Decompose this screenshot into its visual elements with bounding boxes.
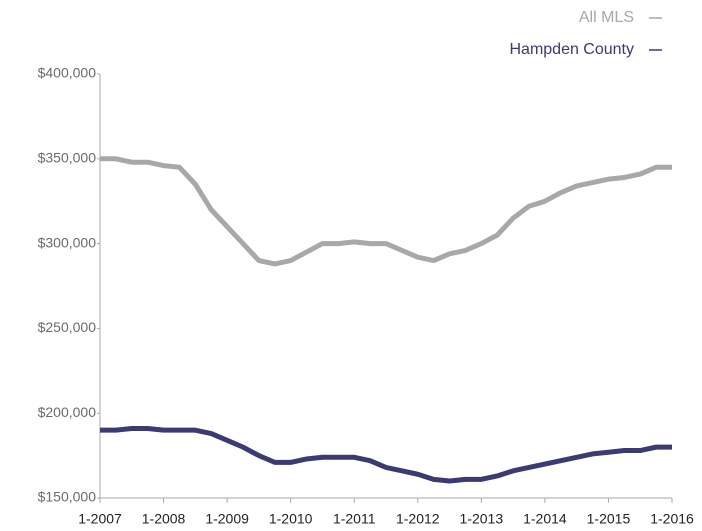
x-tick-label: 1-2007 (78, 511, 122, 527)
y-tick-label: $350,000 (38, 150, 97, 166)
legend-label: Hampden County (509, 41, 634, 58)
x-tick-label: 1-2016 (650, 511, 694, 527)
x-tick-label: 1-2013 (460, 511, 504, 527)
line-series (100, 425, 672, 484)
y-tick-label: $300,000 (38, 234, 97, 250)
y-tick-label: $250,000 (38, 319, 97, 335)
y-tick-label: $400,000 (38, 65, 97, 81)
x-tick-label: 1-2011 (333, 511, 376, 527)
legend-label: All MLS (579, 9, 634, 26)
x-tick-label: 1-2010 (269, 511, 313, 527)
y-tick-label: $150,000 (38, 489, 97, 505)
line-series (100, 156, 672, 267)
y-tick-label: $200,000 (38, 404, 97, 420)
x-tick-label: 1-2012 (396, 511, 440, 527)
x-tick-label: 1-2014 (523, 511, 567, 527)
x-tick-label: 1-2015 (587, 511, 631, 527)
x-tick-label: 1-2008 (142, 511, 186, 527)
x-tick-label: 1-2009 (205, 511, 249, 527)
